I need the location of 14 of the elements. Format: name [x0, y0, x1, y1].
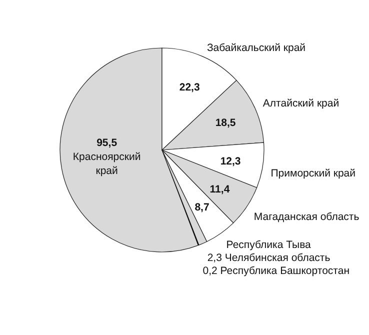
- slice-label: Алтайский край: [262, 98, 340, 110]
- data-label: 95,5: [96, 137, 118, 150]
- slice-label: Красноярский край: [72, 151, 141, 178]
- slice-label: 0,2 Республика Башкортостан: [202, 265, 350, 278]
- data-label: 12,3: [220, 156, 241, 168]
- slice-label: Магаданская область: [254, 210, 360, 223]
- slice-label: Республика Тыва: [226, 239, 312, 252]
- slice-label: 2,3 Челябинская область: [207, 252, 331, 264]
- slice-label: Забайкальский край: [206, 42, 306, 54]
- data-label: 22,3: [179, 81, 200, 94]
- slice-label: Приморский край: [270, 167, 356, 180]
- data-label: 18,5: [215, 117, 236, 130]
- data-label: 8,7: [194, 202, 210, 214]
- data-label: 11,4: [210, 183, 230, 196]
